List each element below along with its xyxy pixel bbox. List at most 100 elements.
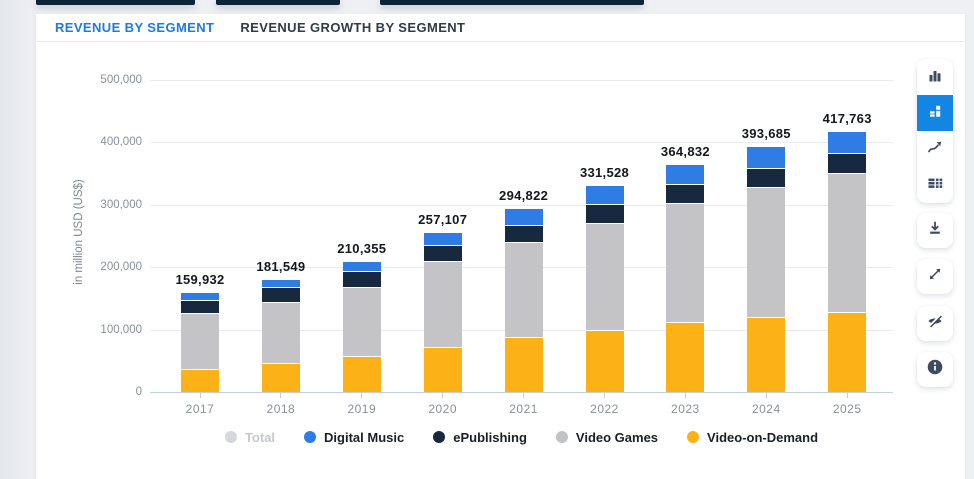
bar-segment-video-on-demand[interactable]	[261, 362, 300, 392]
line-chart-button[interactable]	[917, 131, 953, 167]
stacked-chart-icon	[927, 103, 943, 124]
x-axis-label: 2023	[671, 402, 700, 416]
x-axis-tick	[442, 392, 444, 398]
bar-segment-video-on-demand[interactable]	[504, 337, 543, 392]
bar-segment-video-on-demand[interactable]	[181, 368, 219, 392]
x-axis-tick	[199, 392, 201, 398]
fullscreen-button[interactable]	[917, 259, 953, 294]
y-axis-tick-label: 100,000	[100, 323, 142, 336]
bar-segment-video-games[interactable]	[342, 286, 381, 356]
y-axis-tick-label: 500,000	[100, 74, 142, 86]
bar-segment-digital-music[interactable]	[828, 131, 867, 153]
y-axis-tick-label: 400,000	[100, 136, 142, 149]
bar-segment-epublishing[interactable]	[585, 203, 624, 223]
legend-item-total[interactable]: Total	[224, 430, 275, 445]
x-axis-tick	[765, 392, 767, 398]
legend-label: Digital Music	[324, 429, 405, 445]
info-button[interactable]	[917, 352, 953, 387]
bar-total-label: 294,822	[499, 188, 549, 204]
tab-revenue-growth-by-segment[interactable]: REVENUE GROWTH BY SEGMENT	[240, 20, 466, 35]
legend-item-digital-music[interactable]: Digital Music	[304, 430, 404, 445]
gridline	[150, 142, 893, 144]
bar-segment-video-on-demand[interactable]	[747, 317, 786, 392]
x-axis-tick	[523, 392, 525, 398]
bar-segment-video-on-demand[interactable]	[423, 347, 462, 392]
bar-segment-digital-music[interactable]	[423, 231, 462, 245]
bar-segment-video-on-demand[interactable]	[342, 355, 381, 392]
bar-segment-video-games[interactable]	[261, 302, 300, 363]
x-axis-label: 2025	[832, 402, 862, 416]
y-axis-tick-label: 0	[135, 386, 142, 398]
legend-label: Video Games	[575, 429, 659, 445]
x-axis-tick	[280, 392, 282, 398]
bar-segment-video-games[interactable]	[504, 241, 543, 338]
legend-label: Video-on-Demand	[707, 429, 819, 445]
download-icon	[927, 220, 943, 241]
tab-revenue-by-segment[interactable]: REVENUE BY SEGMENT	[55, 20, 215, 35]
bar-segment-epublishing[interactable]	[828, 152, 867, 174]
bar-segment-digital-music[interactable]	[666, 164, 705, 185]
bar-segment-epublishing[interactable]	[342, 270, 381, 287]
legend-dot	[304, 431, 317, 443]
bar-total-label: 417,763	[822, 111, 872, 127]
chart-legend: Total Digital Music ePublishing Video Games…	[150, 428, 893, 446]
bar-segment-epublishing[interactable]	[423, 244, 462, 261]
tab-bar: REVENUE BY SEGMENT REVENUE GROWTH BY SEG…	[55, 14, 465, 41]
tab-divider	[36, 41, 965, 42]
bar-segment-epublishing[interactable]	[504, 224, 543, 242]
x-axis-label: 2019	[347, 402, 377, 416]
legend-item-video-on-demand[interactable]: Video-on-Demand	[687, 430, 818, 445]
column-chart-icon	[927, 67, 943, 88]
bar-segment-digital-music[interactable]	[585, 185, 624, 204]
stacked-bar-chart: in million USD (US$) 0 100,000 200,000 300,…	[36, 14, 965, 479]
legend-dot	[433, 431, 446, 443]
bar-segment-video-games[interactable]	[423, 260, 462, 348]
bar-total-label: 257,107	[418, 211, 468, 227]
bar-total-label: 393,685	[741, 126, 791, 142]
bar-segment-video-on-demand[interactable]	[666, 322, 705, 392]
top-nav-bar-fragment	[216, 0, 340, 5]
data-table-icon	[927, 175, 943, 196]
gridline	[150, 80, 893, 81]
legend-dot	[224, 431, 237, 443]
bar-segment-video-on-demand[interactable]	[585, 330, 624, 392]
bar-segment-video-games[interactable]	[747, 186, 786, 318]
bar-segment-epublishing[interactable]	[747, 168, 786, 187]
bar-segment-video-games[interactable]	[828, 173, 867, 313]
data-table-button[interactable]	[917, 167, 953, 203]
bar-segment-video-games[interactable]	[666, 203, 705, 323]
bar-total-label: 181,549	[256, 258, 306, 274]
legend-dot	[555, 431, 568, 443]
bar-segment-digital-music[interactable]	[181, 292, 219, 300]
download-button[interactable]	[917, 213, 953, 248]
bar-segment-epublishing[interactable]	[666, 184, 705, 204]
legend-item-epublishing[interactable]: ePublishing	[433, 430, 527, 445]
bar-total-label: 210,355	[337, 240, 387, 256]
info-icon	[927, 359, 943, 380]
column-chart-button[interactable]	[917, 59, 953, 95]
page-background-shade	[0, 0, 36, 479]
bar-segment-digital-music[interactable]	[747, 146, 786, 169]
legend-item-video-games[interactable]: Video Games	[555, 429, 659, 445]
x-axis-tick	[604, 392, 605, 398]
hide-labels-button[interactable]	[917, 306, 953, 341]
x-axis-tick	[846, 392, 848, 398]
bar-segment-digital-music[interactable]	[504, 208, 543, 225]
bar-segment-video-on-demand[interactable]	[828, 312, 867, 392]
legend-label: ePublishing	[453, 429, 527, 445]
bar-total-label: 364,832	[660, 144, 710, 160]
x-axis-label: 2022	[590, 402, 619, 416]
line-chart-icon	[927, 139, 943, 160]
bar-segment-digital-music[interactable]	[342, 260, 381, 271]
bar-segment-epublishing[interactable]	[261, 286, 300, 303]
stacked-chart-button[interactable]	[917, 95, 953, 131]
bar-segment-video-games[interactable]	[585, 222, 624, 331]
y-axis-tick-label: 200,000	[100, 261, 142, 274]
bar-segment-digital-music[interactable]	[261, 278, 300, 287]
bar-segment-video-games[interactable]	[181, 313, 219, 369]
fullscreen-icon	[927, 266, 943, 287]
x-axis-tick	[684, 392, 686, 398]
x-axis-tick	[361, 392, 363, 398]
bar-segment-epublishing[interactable]	[181, 299, 219, 314]
bar-total-label: 159,932	[175, 272, 225, 288]
